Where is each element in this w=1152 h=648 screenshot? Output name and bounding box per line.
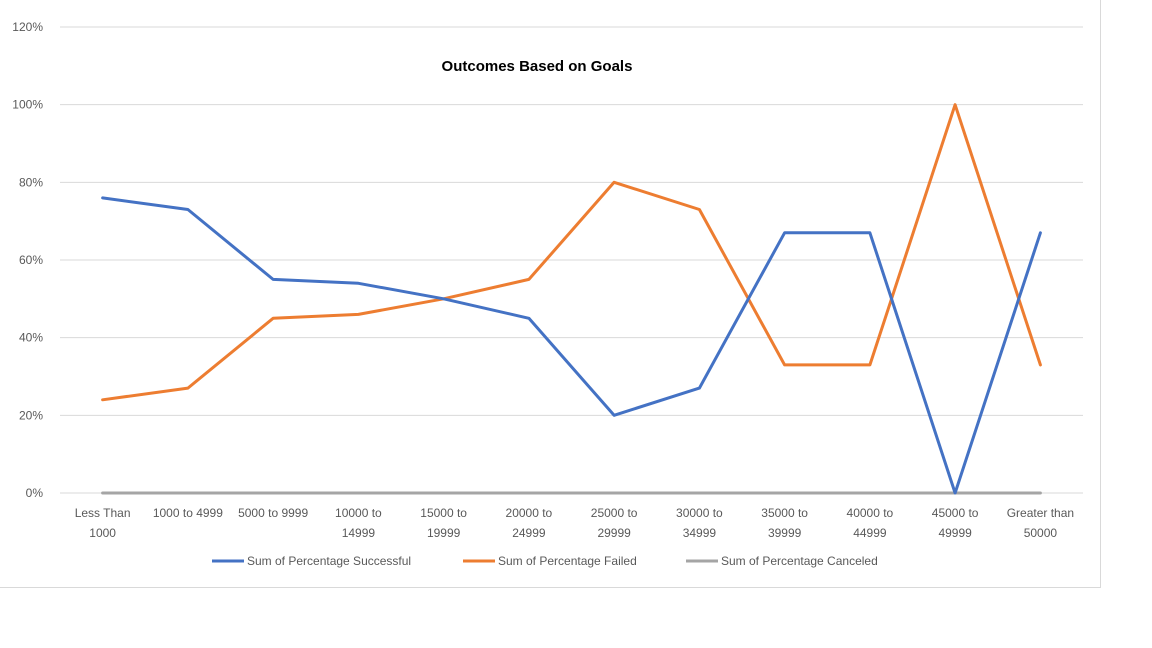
series-lines xyxy=(101,103,1042,495)
x-tick-label: 40000 to 44999 xyxy=(847,506,894,540)
x-tick-label: 30000 to 34999 xyxy=(676,506,723,540)
y-tick-label: 0% xyxy=(26,486,44,500)
legend-label: Sum of Percentage Successful xyxy=(247,554,411,568)
x-tick-label: Less Than 1000 xyxy=(75,506,131,540)
y-tick-label: 100% xyxy=(12,98,43,112)
x-tick-label: 25000 to 29999 xyxy=(591,506,638,540)
gridlines xyxy=(60,26,1083,494)
y-tick-label: 60% xyxy=(19,253,43,267)
x-tick-label: 45000 to 49999 xyxy=(932,506,979,540)
chart-area: 0% 20% 40% 60% 80% 100% 120% Less Than 1000 1000… xyxy=(0,0,1101,588)
x-tick-label: Greater than 50000 xyxy=(1007,506,1074,540)
series-line xyxy=(101,103,1042,402)
series-line xyxy=(101,196,1042,495)
x-tick-label: 5000 to 9999 xyxy=(238,506,308,520)
x-tick-label: 1000 to 4999 xyxy=(153,506,223,520)
x-tick-label: 35000 to 39999 xyxy=(761,506,808,540)
legend: Sum of Percentage Successful Sum of Perce… xyxy=(212,554,878,568)
x-tick-label: 10000 to 14999 xyxy=(335,506,382,540)
y-tick-label: 120% xyxy=(12,20,43,34)
line-chart: 0% 20% 40% 60% 80% 100% 120% Less Than 1000 1000… xyxy=(12,20,1083,568)
x-tick-label: 20000 to 24999 xyxy=(506,506,553,540)
y-tick-label: 80% xyxy=(19,175,43,189)
y-tick-label: 40% xyxy=(19,331,43,345)
chart-title: Outcomes Based on Goals xyxy=(442,58,633,75)
x-axis-tick-labels: Less Than 1000 1000 to 4999 5000 to 9999 100… xyxy=(75,506,1074,540)
legend-label: Sum of Percentage Failed xyxy=(498,554,637,568)
x-tick-label: 15000 to 19999 xyxy=(420,506,467,540)
y-axis-tick-labels: 0% 20% 40% 60% 80% 100% 120% xyxy=(12,20,43,500)
y-tick-label: 20% xyxy=(19,408,43,422)
legend-label: Sum of Percentage Canceled xyxy=(721,554,878,568)
